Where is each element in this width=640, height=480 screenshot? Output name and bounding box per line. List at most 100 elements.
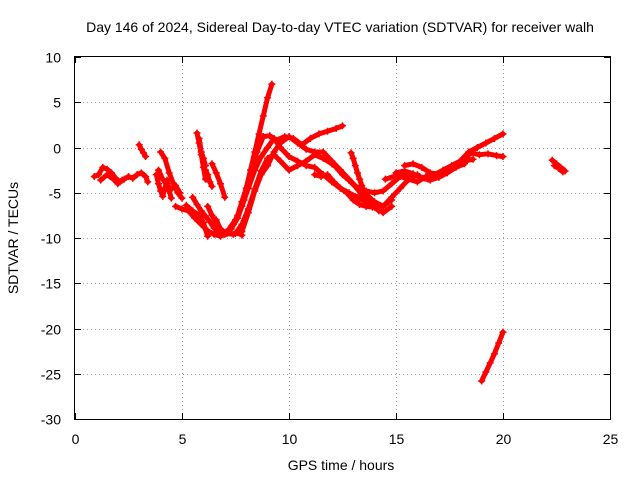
data-point [165,169,173,177]
data-point [311,171,319,179]
data-point [202,212,210,220]
series-track-26 [401,155,477,179]
data-point [167,194,175,202]
data-point [259,133,267,141]
data-point [193,201,201,209]
data-point [174,189,182,197]
data-point [388,202,396,210]
data-trace [213,81,275,236]
data-point [189,193,197,201]
data-point [178,194,186,202]
data-trace [479,329,506,384]
data-point [315,130,323,138]
data-point [270,148,278,156]
data-point [349,154,357,162]
x-tick-label: 5 [179,431,187,447]
data-point [381,175,389,183]
data-point [311,163,319,171]
data-point [264,94,272,102]
data-trace [136,142,149,160]
data-point [238,228,246,236]
data-point [195,211,203,219]
data-point [268,80,276,88]
data-point [212,169,220,177]
data-point [244,209,252,217]
data-point [135,141,143,149]
data-point [343,189,351,197]
data-point [154,166,162,174]
data-point [364,198,372,206]
data-point [548,156,556,164]
data-point [311,148,319,156]
data-point [294,139,302,147]
x-tick-label: 0 [72,431,80,447]
data-point [182,201,190,209]
x-tick-label: 15 [389,431,405,447]
data-point [339,171,346,179]
series-track-23 [353,130,507,197]
data-point [232,216,239,224]
data-point [110,175,118,183]
data-point [276,139,284,147]
data-point [317,172,325,180]
data-point [379,209,387,217]
data-point [142,172,150,180]
data-point [195,134,203,142]
data-point [482,368,490,376]
series-track-27 [478,328,507,385]
data-point [257,171,265,179]
y-axis-ticks: -30 -25 -20 -15 -10 -5 0 5 10 [41,50,610,428]
series-track-3 [135,141,150,161]
y-tick-label: 10 [45,50,61,66]
data-point [270,134,278,142]
data-point [221,229,229,237]
chart-title: Day 146 of 2024, Sidereal Day-to-day VTE… [86,19,594,35]
data-point [347,149,355,157]
data-point [210,230,218,238]
data-point [154,180,162,188]
data-point [294,162,302,170]
data-point [251,166,259,174]
data-point [157,187,165,195]
data-point [555,164,563,172]
y-tick-label: -25 [41,367,61,383]
data-point [336,184,344,192]
x-tick-label: 20 [496,431,512,447]
data-point [482,139,490,147]
data-point [388,196,396,204]
data-point [409,170,417,178]
data-point [339,122,346,130]
data-point [118,176,126,184]
data-point [345,176,353,184]
data-point [114,180,122,188]
data-point [390,172,398,180]
data-point [208,160,216,168]
data-point [484,150,492,158]
series-track-10 [195,134,210,170]
data-point [191,214,199,222]
data-trace [203,167,215,189]
data-point [159,192,167,200]
data-point [199,219,207,227]
data-point [478,377,486,385]
data-point [328,157,336,165]
data-point [388,180,396,188]
data-point [225,225,233,233]
data-point [353,169,361,177]
data-point [129,174,137,182]
data-point [396,184,404,192]
data-point [469,155,477,163]
data-point [499,328,507,336]
data-point [319,154,327,162]
data-point [302,145,310,153]
data-point [255,130,263,138]
data-point [409,160,417,168]
data-point [499,130,507,138]
data-point [99,163,107,171]
y-tick-label: -10 [41,231,61,247]
series-track-6 [157,148,186,202]
data-point [493,152,501,160]
data-point [133,171,141,179]
data-point [204,202,212,210]
